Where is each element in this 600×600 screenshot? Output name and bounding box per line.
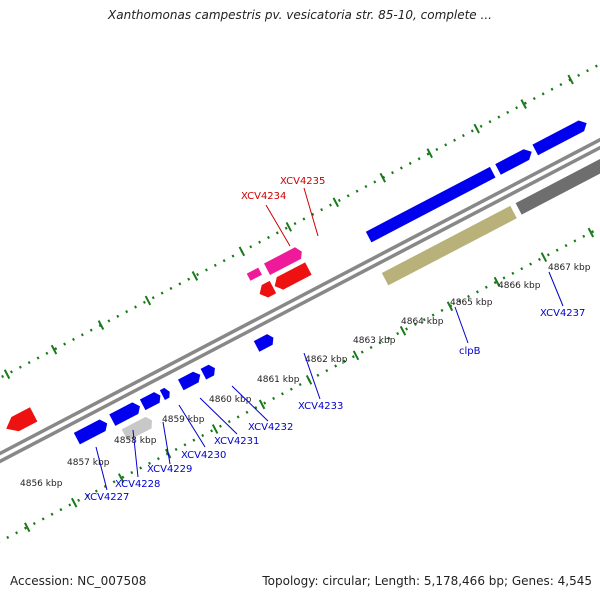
leader-XCV4232 — [231, 385, 269, 422]
leader-XCV4228 — [132, 429, 139, 478]
major-tick — [117, 473, 125, 484]
scale-label: 4857 kbp — [67, 458, 110, 468]
gene-reverse-left[interactable] — [3, 407, 38, 436]
gene-XCV4233[interactable] — [253, 332, 276, 352]
label-XCV4227[interactable]: XCV4227 — [84, 492, 129, 503]
label-XCV4233[interactable]: XCV4233 — [298, 401, 343, 412]
scale-label: 4862 kbp — [305, 355, 348, 365]
major-tick — [305, 375, 313, 385]
major-tick — [238, 246, 246, 257]
accession-text: Accession: NC_007508 — [10, 574, 147, 588]
gene-reverse-small[interactable] — [256, 280, 277, 300]
gene-XCV4234[interactable] — [246, 267, 262, 281]
major-tick — [426, 148, 433, 159]
scale-label: 4864 kbp — [401, 317, 444, 327]
major-tick — [97, 320, 105, 330]
major-tick — [446, 301, 454, 312]
label-XCV4237[interactable]: XCV4237 — [540, 308, 585, 319]
leader-clpB — [454, 306, 469, 344]
label-XCV4235[interactable]: XCV4235 — [280, 176, 325, 187]
major-tick — [50, 344, 58, 355]
gene-XCV4227[interactable] — [73, 417, 110, 445]
major-tick — [352, 350, 360, 361]
gene-forward-long[interactable] — [365, 166, 496, 243]
gene-XCV4230[interactable] — [159, 386, 172, 400]
major-tick — [567, 74, 574, 85]
leader-XCV4227 — [95, 446, 108, 491]
gene-clpB[interactable] — [381, 205, 517, 286]
label-XCV4229[interactable]: XCV4229 — [147, 464, 192, 475]
gene-XCV4232[interactable] — [200, 363, 218, 380]
genome-title: Xanthomonas campestris pv. vesicatoria s… — [108, 8, 492, 22]
label-XCV4231[interactable]: XCV4231 — [214, 436, 259, 447]
leader-XCV4235 — [303, 187, 319, 237]
scale-label: 4865 kbp — [450, 298, 493, 308]
label-XCV4234[interactable]: XCV4234 — [241, 191, 286, 202]
label-XCV4232[interactable]: XCV4232 — [248, 422, 293, 433]
gene-forward-right-2[interactable] — [532, 118, 589, 156]
leader-XCV4233 — [303, 352, 321, 400]
gene-dark-grey[interactable] — [515, 154, 600, 215]
major-tick — [285, 221, 293, 232]
scale-label: 4863 kbp — [353, 336, 396, 346]
leader-XCV4231 — [199, 397, 238, 435]
major-tick — [520, 99, 527, 109]
major-tick — [191, 271, 199, 281]
genome-summary-text: Topology: circular; Length: 5,178,466 bp… — [262, 574, 592, 588]
gene-XCV4229[interactable] — [139, 390, 163, 411]
gene-XCV4235[interactable] — [264, 245, 305, 276]
major-tick — [211, 424, 219, 434]
label-clpB[interactable]: clpB — [459, 346, 481, 357]
scale-label: 4861 kbp — [257, 375, 300, 385]
label-XCV4230[interactable]: XCV4230 — [181, 450, 226, 461]
scale-label: 4858 kbp — [114, 436, 157, 446]
major-tick — [332, 197, 340, 208]
gene-reverse-mid[interactable] — [271, 262, 312, 292]
major-tick — [144, 295, 152, 306]
gene-grey[interactable] — [121, 415, 155, 441]
major-ticks — [3, 74, 595, 533]
major-tick — [379, 172, 386, 183]
major-tick — [258, 399, 266, 410]
major-tick — [587, 227, 595, 238]
gene-forward-right-1[interactable] — [495, 146, 534, 175]
leader-XCV4234 — [265, 204, 291, 247]
major-tick — [24, 522, 31, 533]
scale-label: 4860 kbp — [209, 395, 252, 405]
scale-label: 4856 kbp — [20, 479, 63, 489]
gene-XCV4228[interactable] — [109, 400, 142, 426]
major-tick — [3, 369, 11, 380]
major-tick — [540, 252, 548, 263]
genome-track — [0, 42, 600, 563]
backbone-line-upper — [0, 101, 600, 494]
scale-label: 4866 kbp — [498, 281, 541, 291]
backbone-line-lower — [0, 107, 600, 500]
outer-scale-dots — [0, 42, 600, 434]
major-tick — [493, 276, 501, 287]
scale-label: 4859 kbp — [162, 415, 205, 425]
leader-XCV4229 — [162, 421, 171, 465]
gene-XCV4231[interactable] — [177, 369, 203, 391]
leader-XCV4230 — [178, 404, 206, 448]
scale-label: 4867 kbp — [548, 263, 591, 273]
leader-XCV4237 — [548, 271, 564, 307]
major-tick — [71, 497, 78, 508]
major-tick — [399, 325, 407, 336]
major-tick — [473, 123, 480, 134]
label-XCV4228[interactable]: XCV4228 — [115, 479, 160, 490]
